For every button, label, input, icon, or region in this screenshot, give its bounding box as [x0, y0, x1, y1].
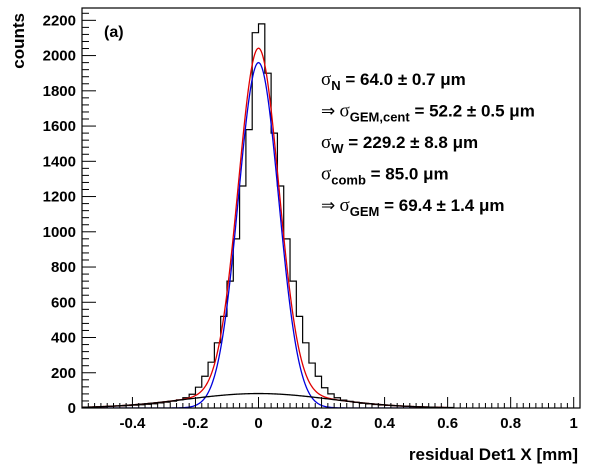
x-axis-title: residual Det1 X [mm] [409, 445, 578, 464]
x-tick-label: 0.8 [500, 415, 521, 432]
fit-curve-wide [82, 392, 448, 408]
fit-curve-narrow [82, 61, 448, 408]
fit-results-annotation: σN = 64.0 ± 0.7 μm ⇒ σGEM,cent = 52.2 ± 0… [321, 69, 535, 219]
y-axis: 0 200 400 600 800 1000 1200 1400 1600 1800 2000 220… [43, 12, 96, 417]
y-tick-label: 1800 [43, 83, 76, 100]
x-tick-label: 1 [570, 415, 578, 432]
y-tick-label: 1400 [43, 153, 76, 170]
y-tick-label: 600 [51, 294, 76, 311]
y-axis-title: counts [9, 13, 28, 69]
y-tick-label: 1600 [43, 118, 76, 135]
plot-frame [81, 7, 581, 409]
x-tick-label: -0.4 [120, 415, 147, 432]
y-tick-label: 1000 [43, 224, 76, 241]
y-tick-label: 2000 [43, 48, 76, 65]
fit-result-line: σcomb = 85.0 μm [321, 164, 449, 188]
x-tick-label: -0.2 [183, 415, 209, 432]
y-tick-label: 1200 [43, 189, 76, 206]
fit-result-line: ⇒ σGEM,cent = 52.2 ± 0.5 μm [321, 101, 535, 125]
x-tick-label: 0.6 [437, 415, 458, 432]
y-tick-label: 0 [68, 400, 76, 417]
x-tick-label: 0.2 [311, 415, 332, 432]
y-tick-label: 800 [51, 259, 76, 276]
fit-result-line: ⇒ σGEM = 69.4 ± 1.4 μm [321, 195, 504, 219]
y-tick-label: 200 [51, 365, 76, 382]
y-tick-label: 400 [51, 330, 76, 347]
x-tick-label: 0.4 [374, 415, 396, 432]
panel-label: (a) [104, 24, 124, 41]
x-axis: -0.4 -0.2 0 0.2 0.4 0.6 0.8 1 [87, 397, 578, 432]
y-tick-label: 2200 [43, 12, 76, 29]
x-tick-label: 0 [254, 415, 262, 432]
fit-result-line: σN = 64.0 ± 0.7 μm [321, 69, 466, 93]
fit-result-line: σW = 229.2 ± 8.8 μm [321, 132, 478, 156]
